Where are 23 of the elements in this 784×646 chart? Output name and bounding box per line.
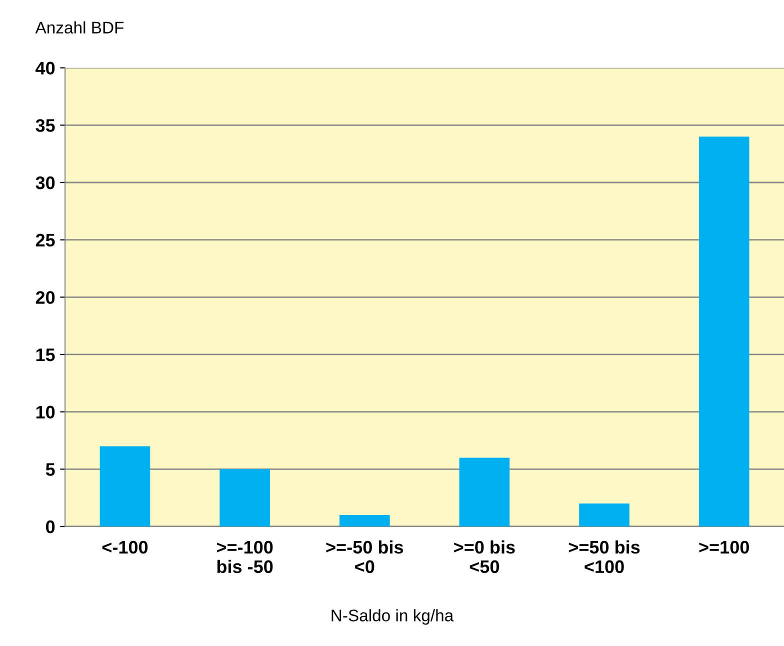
y-tick-label: 40 — [36, 62, 55, 75]
x-tick-label: >=0 bis <50 — [454, 540, 515, 574]
x-tick-label: >=-50 bis <0 — [326, 540, 404, 574]
bar — [220, 469, 270, 526]
x-tick-label: >=50 bis <100 — [568, 540, 640, 574]
y-tick-label: 35 — [36, 119, 55, 132]
x-tick-label: <-100 — [102, 540, 148, 554]
y-tick-label: 30 — [36, 176, 55, 190]
bar — [579, 504, 630, 526]
y-tick-label: 10 — [36, 406, 55, 419]
bar — [698, 136, 750, 526]
x-axis-title: N-Saldo in kg/ha — [332, 609, 454, 625]
y-tick-label: 5 — [46, 463, 55, 476]
x-tick-label: >=100 — [699, 540, 749, 554]
bar — [339, 515, 390, 526]
y-tick-label: 15 — [36, 348, 55, 362]
y-tick-label: 25 — [36, 234, 55, 247]
y-axis-title: Anzahl BDF — [35, 21, 124, 34]
y-tick-label: 20 — [36, 291, 55, 304]
y-tick-label: 0 — [46, 520, 55, 534]
bar — [100, 446, 150, 526]
bar — [459, 458, 510, 526]
x-tick-label: >=-100 bis -50 — [216, 540, 273, 574]
